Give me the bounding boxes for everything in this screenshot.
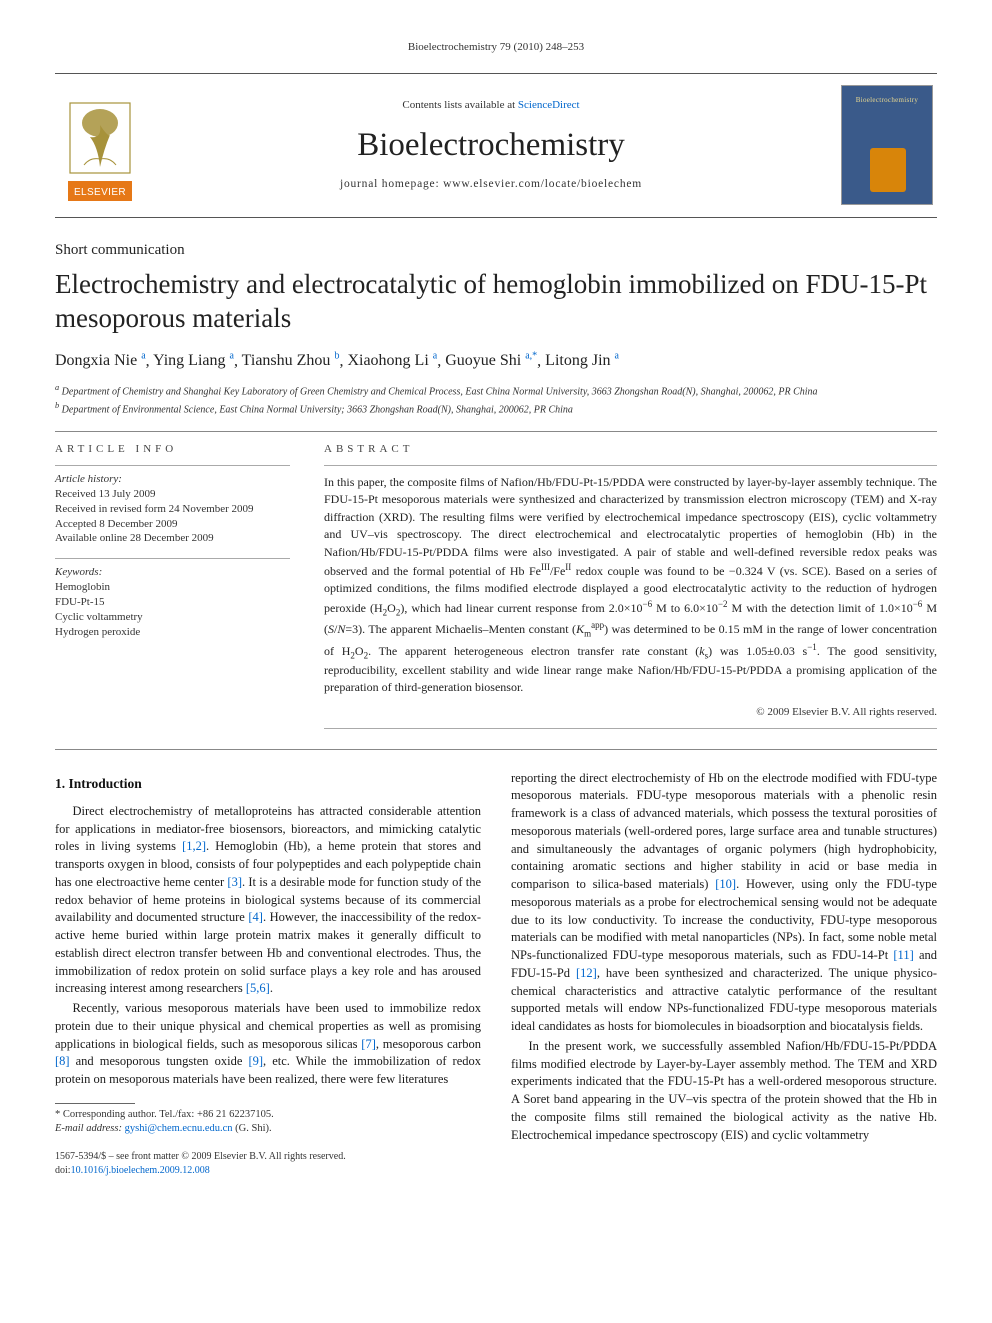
author: Tianshu Zhou b (242, 352, 340, 369)
svg-text:ELSEVIER: ELSEVIER (74, 187, 126, 198)
author-list: Dongxia Nie a, Ying Liang a, Tianshu Zho… (55, 350, 937, 372)
history-line: Received in revised form 24 November 200… (55, 502, 290, 517)
homepage-prefix: journal homepage: (340, 178, 443, 190)
history-heading: Article history: (55, 472, 290, 487)
section-heading-1: 1. Introduction (55, 774, 481, 793)
corr-author-line: * Corresponding author. Tel./fax: +86 21… (55, 1108, 481, 1122)
citation-link[interactable]: [4] (248, 910, 263, 924)
author-affil-marker: a (230, 351, 234, 362)
keyword: Cyclic voltammetry (55, 610, 290, 625)
body-two-column: 1. Introduction Direct electrochemistry … (55, 770, 937, 1179)
info-abstract-row: ARTICLE INFO Article history: Received 1… (55, 442, 937, 729)
doi-link[interactable]: 10.1016/j.bioelechem.2009.12.008 (71, 1165, 210, 1176)
page-footer: 1567-5394/$ – see front matter © 2009 El… (55, 1150, 481, 1178)
homepage-url: www.elsevier.com/locate/bioelechem (443, 178, 642, 190)
author-affil-marker: a,* (525, 351, 537, 362)
history-line: Received 13 July 2009 (55, 487, 290, 502)
article-info-column: ARTICLE INFO Article history: Received 1… (55, 442, 290, 729)
abstract-copyright: © 2009 Elsevier B.V. All rights reserved… (324, 705, 937, 720)
intro-paragraph-3: reporting the direct electrochemisty of … (511, 770, 937, 1036)
publisher-logo: ELSEVIER (55, 74, 145, 217)
sciencedirect-link[interactable]: ScienceDirect (518, 99, 580, 111)
cover-thumbnail-icon (841, 85, 933, 205)
footnote-divider (55, 1103, 135, 1104)
author-affil-marker: b (334, 351, 339, 362)
email-who: (G. Shi). (233, 1123, 272, 1134)
author: Litong Jin a (545, 352, 619, 369)
masthead-center: Contents lists available at ScienceDirec… (145, 74, 837, 217)
history-line: Accepted 8 December 2009 (55, 517, 290, 532)
citation-link[interactable]: [7] (361, 1037, 376, 1051)
citation-link[interactable]: [11] (893, 948, 913, 962)
masthead: ELSEVIER Contents lists available at Sci… (55, 73, 937, 218)
divider (55, 749, 937, 750)
intro-paragraph-1: Direct electrochemistry of metalloprotei… (55, 803, 481, 998)
citation-link[interactable]: [9] (248, 1054, 263, 1068)
citation-link[interactable]: [12] (576, 966, 597, 980)
history-line: Available online 28 December 2009 (55, 531, 290, 546)
contents-prefix: Contents lists available at (402, 99, 517, 111)
citation-link[interactable]: [5,6] (246, 981, 270, 995)
abstract-label: ABSTRACT (324, 442, 937, 457)
article-history: Article history: Received 13 July 2009Re… (55, 465, 290, 546)
elsevier-tree-icon: ELSEVIER (60, 97, 140, 207)
journal-homepage-line: journal homepage: www.elsevier.com/locat… (145, 177, 837, 193)
author-affil-marker: a (615, 351, 619, 362)
doi-prefix: doi: (55, 1165, 71, 1176)
intro-paragraph-4: In the present work, we successfully ass… (511, 1038, 937, 1145)
front-matter-line: 1567-5394/$ – see front matter © 2009 El… (55, 1150, 481, 1164)
article-info-label: ARTICLE INFO (55, 442, 290, 457)
email-label: E-mail address: (55, 1123, 125, 1134)
citation-link[interactable]: [3] (227, 875, 242, 889)
abstract-column: ABSTRACT In this paper, the composite fi… (324, 442, 937, 729)
keyword: Hydrogen peroxide (55, 625, 290, 640)
keyword: Hemoglobin (55, 580, 290, 595)
citation-link[interactable]: [1,2] (182, 839, 206, 853)
article-type: Short communication (55, 240, 937, 260)
citation-link[interactable]: [10] (715, 877, 736, 891)
corresponding-author-footnote: * Corresponding author. Tel./fax: +86 21… (55, 1108, 481, 1136)
intro-paragraph-2: Recently, various mesoporous materials h… (55, 1000, 481, 1089)
affiliation: a Department of Chemistry and Shanghai K… (55, 382, 937, 399)
keywords-block: Keywords: HemoglobinFDU-Pt-15Cyclic volt… (55, 558, 290, 639)
contents-list-line: Contents lists available at ScienceDirec… (145, 98, 837, 113)
affiliation: b Department of Environmental Science, E… (55, 400, 937, 417)
citation-link[interactable]: [8] (55, 1054, 70, 1068)
running-head: Bioelectrochemistry 79 (2010) 248–253 (55, 40, 937, 55)
author: Guoyue Shi a,* (445, 352, 537, 369)
author: Ying Liang a (153, 352, 234, 369)
journal-cover (837, 74, 937, 217)
author-affil-marker: a (433, 351, 437, 362)
journal-name: Bioelectrochemistry (145, 123, 837, 168)
corr-email-link[interactable]: gyshi@chem.ecnu.edu.cn (125, 1123, 233, 1134)
abstract-text: In this paper, the composite films of Na… (324, 474, 937, 697)
article-title: Electrochemistry and electrocatalytic of… (55, 268, 937, 336)
keyword: FDU-Pt-15 (55, 595, 290, 610)
author-affil-marker: a (141, 351, 145, 362)
keywords-heading: Keywords: (55, 565, 290, 580)
author: Xiaohong Li a (347, 352, 437, 369)
divider (55, 431, 937, 432)
author: Dongxia Nie a (55, 352, 146, 369)
